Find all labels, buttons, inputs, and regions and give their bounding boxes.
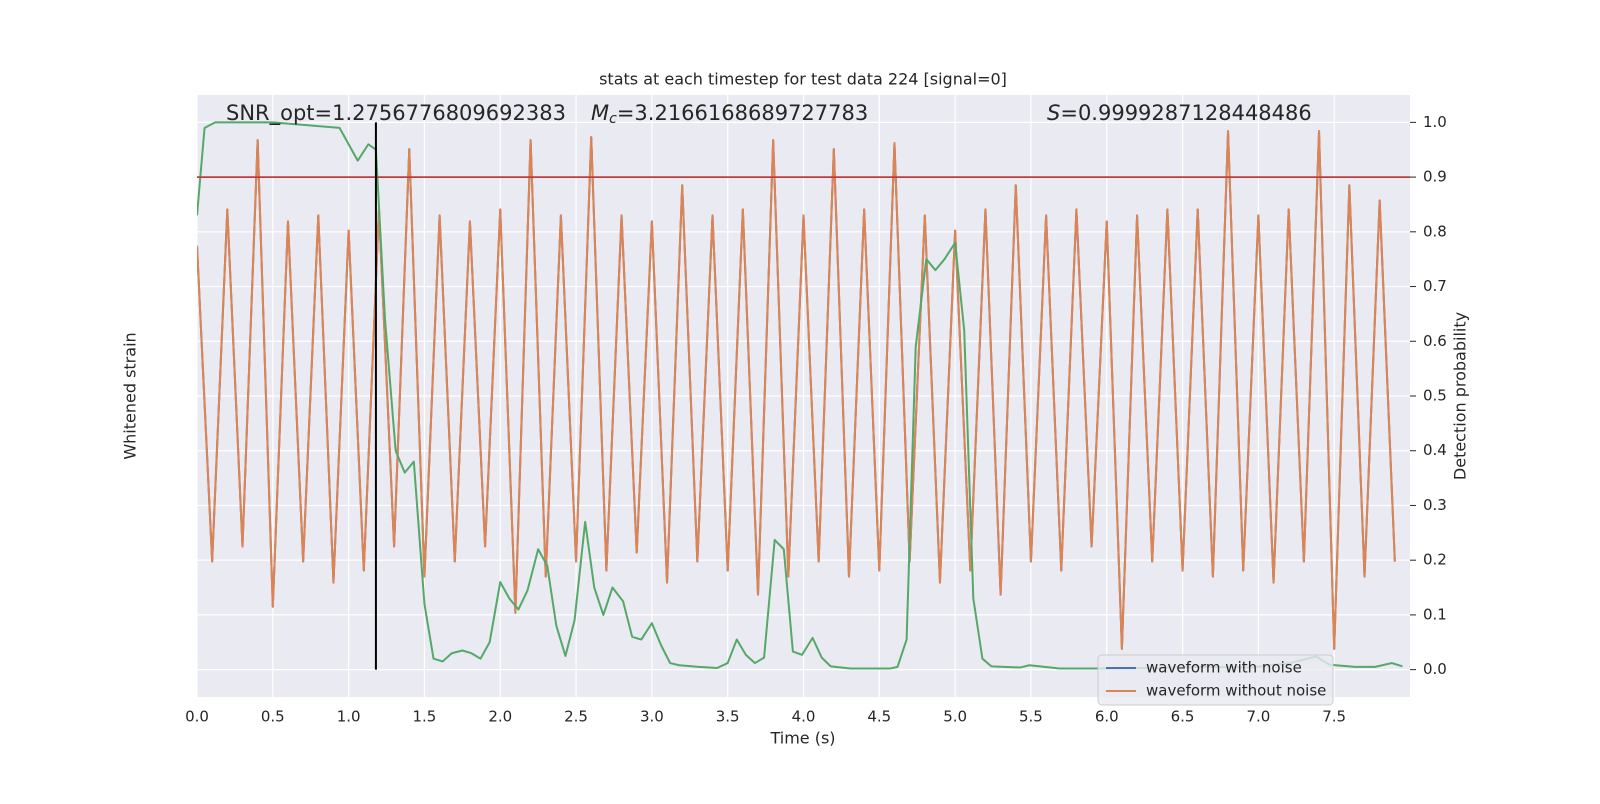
y2-tick-label: 1.0 — [1423, 113, 1447, 131]
annotation-mc: Mc=3.2166168689727783 — [591, 101, 868, 127]
legend: waveform with noise waveform without nois… — [1097, 654, 1334, 706]
legend-label: waveform with noise — [1146, 659, 1302, 677]
x-tick-label: 7.5 — [1322, 708, 1346, 726]
x-tick-label: 7.0 — [1246, 708, 1270, 726]
x-tick-label: 0.5 — [261, 708, 285, 726]
x-tick-label: 4.5 — [867, 708, 891, 726]
x-tick-label: 1.0 — [337, 708, 361, 726]
y2-tick-label: 0.0 — [1423, 660, 1447, 678]
y2-tick-label: 0.9 — [1423, 168, 1447, 186]
x-tick-label: 4.0 — [792, 708, 816, 726]
y-axis-label: Whitened strain — [121, 332, 140, 459]
annotation-snr: SNR_opt=1.2756776809692383 — [226, 101, 566, 126]
y2-axis-label: Detection probability — [1451, 312, 1470, 480]
x-tick-label: 5.0 — [943, 708, 967, 726]
y2-tick-label: 0.5 — [1423, 387, 1447, 405]
y2-tick-label: 0.2 — [1423, 551, 1447, 569]
x-axis-label: Time (s) — [769, 729, 835, 748]
annotation-subscript: c — [609, 111, 617, 127]
x-tick-label: 0.0 — [185, 708, 209, 726]
annotation-s: S=0.9999287128448486 — [1047, 101, 1312, 125]
ticks: 0.0 0.5 1.0 1.5 2.0 2.5 3.0 3.5 4.0 4.5 5.0 5.5 6.0 6… — [185, 113, 1447, 726]
annotation-value: =3.2166168689727783 — [617, 101, 868, 125]
y2-tick-label: 0.1 — [1423, 605, 1447, 623]
chart-title: stats at each timestep for test data 224… — [599, 70, 1007, 89]
x-tick-label: 3.0 — [640, 708, 664, 726]
y2-tick-label: 0.8 — [1423, 222, 1447, 240]
y2-tick-label: 0.3 — [1423, 496, 1447, 514]
legend-box — [1097, 654, 1334, 706]
x-tick-label: 5.5 — [1019, 708, 1043, 726]
y2-tick-label: 0.7 — [1423, 277, 1447, 295]
x-tick-label: 2.0 — [488, 708, 512, 726]
series-line — [197, 121, 1403, 670]
x-tick-label: 6.0 — [1095, 708, 1119, 726]
plot-content — [197, 121, 1410, 670]
series-line — [197, 130, 1396, 650]
annotation-symbol: M — [591, 101, 609, 125]
x-tick-label: 1.5 — [413, 708, 437, 726]
x-tick-label: 3.5 — [716, 708, 740, 726]
legend-label: waveform without noise — [1146, 682, 1326, 700]
annotation-value: =0.9999287128448486 — [1060, 101, 1311, 125]
y2-tick-label: 0.4 — [1423, 441, 1447, 459]
x-tick-label: 6.5 — [1171, 708, 1195, 726]
annotation-symbol: S — [1047, 101, 1060, 125]
y2-tick-label: 0.6 — [1423, 332, 1447, 350]
x-tick-label: 2.5 — [564, 708, 588, 726]
